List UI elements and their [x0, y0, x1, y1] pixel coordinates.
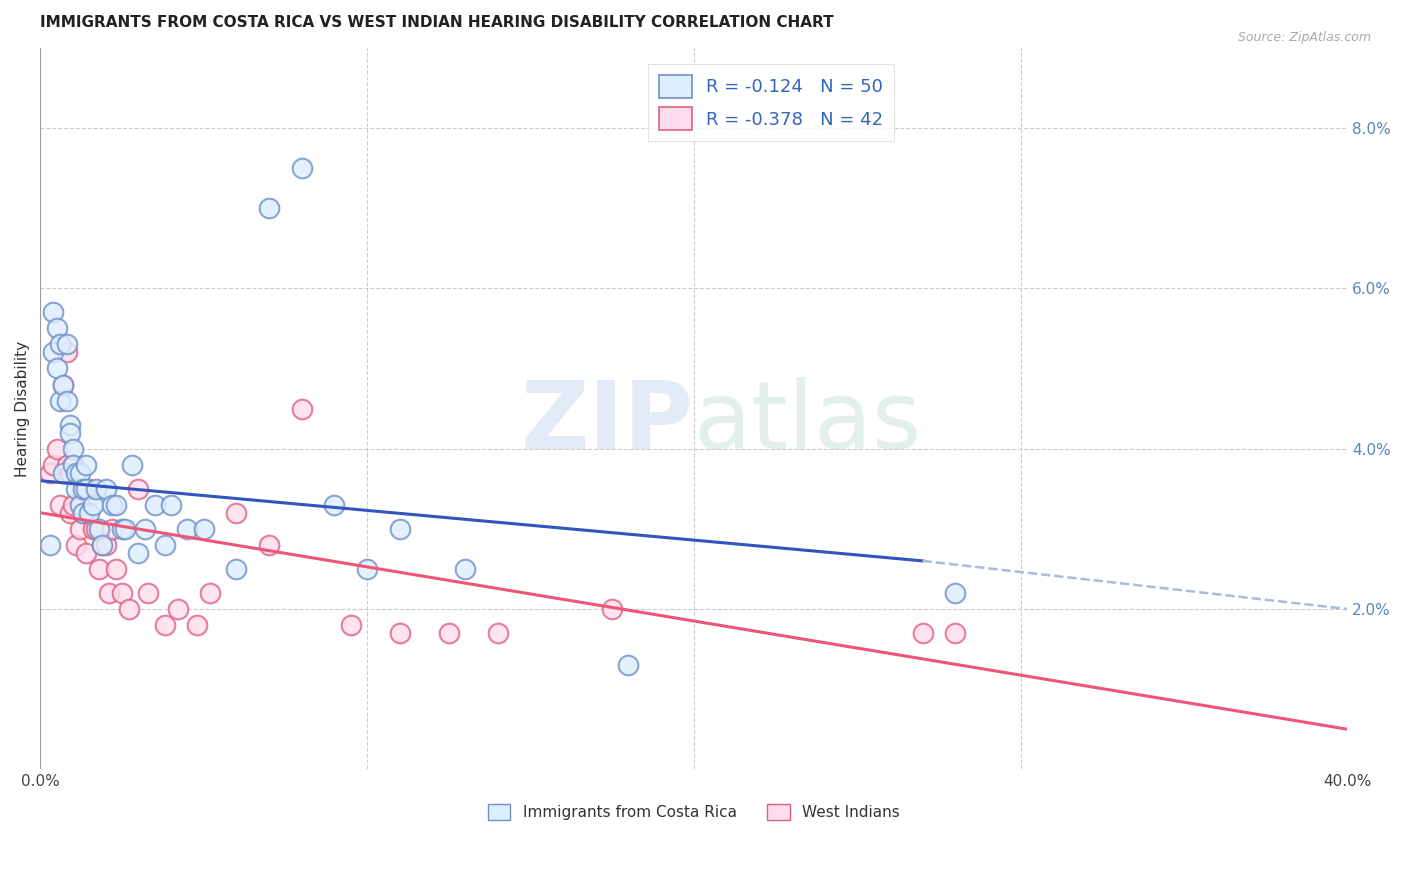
- Legend: Immigrants from Costa Rica, West Indians: Immigrants from Costa Rica, West Indians: [481, 798, 907, 827]
- Point: [69, 498, 91, 512]
- Point: [49, 337, 72, 351]
- Point: [79, 482, 101, 496]
- Point: [136, 586, 159, 600]
- Point: [84, 522, 107, 536]
- Point: [59, 506, 82, 520]
- Point: [134, 522, 156, 536]
- Point: [55, 337, 77, 351]
- Point: [59, 466, 82, 480]
- Point: [42, 345, 65, 359]
- Point: [39, 538, 62, 552]
- Point: [89, 522, 111, 536]
- Point: [193, 522, 215, 536]
- Point: [72, 506, 94, 520]
- Point: [59, 417, 82, 432]
- Point: [101, 522, 124, 536]
- Point: [388, 626, 411, 640]
- Point: [166, 602, 188, 616]
- Point: [52, 466, 75, 480]
- Point: [486, 626, 509, 640]
- Text: Source: ZipAtlas.com: Source: ZipAtlas.com: [1237, 31, 1371, 45]
- Point: [39, 466, 62, 480]
- Point: [69, 522, 91, 536]
- Point: [45, 321, 67, 335]
- Point: [65, 538, 87, 552]
- Point: [111, 522, 134, 536]
- Text: atlas: atlas: [693, 377, 922, 469]
- Point: [153, 618, 176, 632]
- Point: [94, 482, 117, 496]
- Point: [75, 546, 97, 560]
- Text: ZIP: ZIP: [522, 377, 693, 469]
- Point: [52, 377, 75, 392]
- Point: [388, 522, 411, 536]
- Point: [257, 201, 280, 215]
- Point: [82, 522, 104, 536]
- Point: [55, 393, 77, 408]
- Point: [257, 538, 280, 552]
- Point: [45, 361, 67, 376]
- Point: [104, 498, 127, 512]
- Point: [127, 546, 149, 560]
- Point: [121, 458, 143, 472]
- Point: [75, 458, 97, 472]
- Point: [291, 161, 314, 175]
- Point: [62, 498, 84, 512]
- Text: IMMIGRANTS FROM COSTA RICA VS WEST INDIAN HEARING DISABILITY CORRELATION CHART: IMMIGRANTS FROM COSTA RICA VS WEST INDIA…: [41, 15, 834, 30]
- Point: [111, 586, 134, 600]
- Point: [52, 377, 75, 392]
- Point: [82, 498, 104, 512]
- Point: [55, 458, 77, 472]
- Point: [127, 482, 149, 496]
- Point: [143, 498, 166, 512]
- Point: [65, 482, 87, 496]
- Point: [72, 506, 94, 520]
- Point: [437, 626, 460, 640]
- Point: [943, 586, 966, 600]
- Point: [225, 506, 247, 520]
- Point: [59, 425, 82, 440]
- Point: [91, 538, 114, 552]
- Point: [943, 626, 966, 640]
- Point: [75, 482, 97, 496]
- Point: [117, 602, 139, 616]
- Point: [339, 618, 361, 632]
- Point: [84, 482, 107, 496]
- Point: [55, 345, 77, 359]
- Point: [323, 498, 346, 512]
- Point: [104, 562, 127, 576]
- Point: [176, 522, 198, 536]
- Point: [62, 458, 84, 472]
- Point: [49, 393, 72, 408]
- Y-axis label: Hearing Disability: Hearing Disability: [15, 341, 30, 476]
- Point: [62, 458, 84, 472]
- Point: [153, 538, 176, 552]
- Point: [42, 458, 65, 472]
- Point: [617, 658, 640, 673]
- Point: [160, 498, 183, 512]
- Point: [225, 562, 247, 576]
- Point: [101, 498, 124, 512]
- Point: [89, 562, 111, 576]
- Point: [911, 626, 934, 640]
- Point: [42, 305, 65, 319]
- Point: [291, 401, 314, 416]
- Point: [72, 482, 94, 496]
- Point: [98, 586, 121, 600]
- Point: [186, 618, 208, 632]
- Point: [114, 522, 136, 536]
- Point: [600, 602, 623, 616]
- Point: [91, 538, 114, 552]
- Point: [69, 466, 91, 480]
- Point: [79, 506, 101, 520]
- Point: [356, 562, 378, 576]
- Point: [45, 442, 67, 456]
- Point: [62, 442, 84, 456]
- Point: [49, 498, 72, 512]
- Point: [454, 562, 477, 576]
- Point: [94, 538, 117, 552]
- Point: [65, 466, 87, 480]
- Point: [200, 586, 222, 600]
